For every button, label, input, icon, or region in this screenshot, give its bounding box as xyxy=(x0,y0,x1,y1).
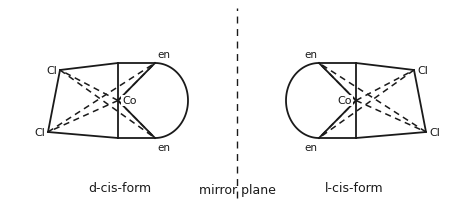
Text: Cl: Cl xyxy=(34,127,45,137)
Text: mirror plane: mirror plane xyxy=(199,183,275,196)
Text: d-cis-form: d-cis-form xyxy=(89,182,152,194)
Text: Co: Co xyxy=(337,96,352,106)
Text: Cl: Cl xyxy=(46,66,57,76)
Text: en: en xyxy=(304,142,317,152)
Text: en: en xyxy=(304,50,317,60)
Text: Cl: Cl xyxy=(417,66,428,76)
Text: en: en xyxy=(157,50,170,60)
Text: Co: Co xyxy=(122,96,137,106)
Text: en: en xyxy=(157,142,170,152)
Text: l-cis-form: l-cis-form xyxy=(325,182,383,194)
Text: Cl: Cl xyxy=(429,127,440,137)
